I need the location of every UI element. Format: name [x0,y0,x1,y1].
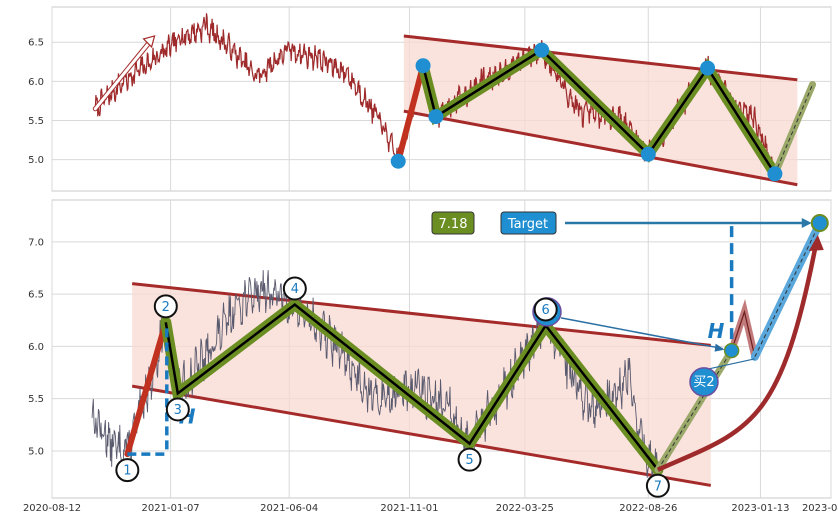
buy2-label: 买2 [693,375,714,390]
swing-path-core [164,303,659,471]
swing-point-dot [428,109,444,125]
trend-arrow-head [142,35,156,49]
swing-number-circle [457,447,482,472]
target-label-box [500,211,557,235]
y-tick-label: 5.0 [28,446,44,457]
swing-point-dot [534,42,550,58]
projection-leg-1-dash [657,350,733,471]
y-tick-label: 6.5 [28,290,44,301]
channel-upper-line [131,282,711,347]
rise-segment [395,62,427,165]
swing-number-label: 4 [291,282,299,297]
x-tick-label: 2021-01-07 [142,503,200,514]
y-tick-label: 7.0 [28,237,44,248]
top-panel: 5.0 5.5 6.0 6.5 [28,6,832,192]
y-tick-label: 6.0 [28,342,44,353]
swing-number-label: 5 [465,453,473,468]
target-point-dot [810,214,829,233]
h-label-right: H [708,319,725,343]
target-value-text: 7.18 [439,217,468,232]
buy2-pointer [703,358,755,371]
target-curve-arrow [656,244,818,472]
swing-number-label: 2 [162,300,170,315]
x-tick-label: 2022-03-25 [496,503,554,514]
y-tick-label: 6.0 [28,77,44,88]
swing-point-dot [700,60,716,76]
swing-point-dot [390,153,406,169]
trend-arrow-body [93,39,153,111]
x-tick-label: 2021-11-01 [380,503,438,514]
target-label-text: Target [507,217,548,232]
swing-number-label: 7 [654,479,662,494]
channel-fill [132,283,711,486]
channel-upper-line [403,34,798,82]
y-tick-label: 6.5 [28,38,44,49]
target-value-box [431,211,475,235]
swing-number-circle [153,294,178,319]
swing-path-core [421,48,776,175]
x-tick-label: 2021-06-04 [260,503,318,514]
swing-number-circle [645,473,670,498]
bottom-panel: 5.0 5.5 6.0 6.5 7.0 2020-08-12 2021-01-07 2021-… [23,199,838,514]
projection-pullback-core [731,309,756,357]
swing-point-dot [767,166,783,182]
x-tick-label: 2022-08-26 [619,503,677,514]
swing-number-circle [533,297,558,322]
target-curve-arrowhead [808,235,824,252]
y-tick-label: 5.0 [28,155,44,166]
x-tick-label: 2020-08-12 [23,503,81,514]
swing-point-dot [415,58,431,74]
channel-lower-line [403,109,798,187]
x-tick-label: 2023-04-11 [802,503,838,514]
swing-number-label: 6 [542,303,550,318]
swing-number-circle [282,276,307,301]
swing-number-circle [115,458,140,483]
buy2-badge [689,367,719,397]
buy1-point-dot [723,342,740,359]
projection-leg-3-dash [754,222,821,358]
rise-segment [124,319,169,458]
target-arrow-head [801,218,812,229]
channel-lower-line [131,384,712,487]
projection-dash [774,84,814,174]
swing-number-label: 1 [123,464,131,479]
buy1-pointer [560,317,723,350]
y-tick-label: 5.5 [28,394,44,405]
buy1-pointer-head [714,343,725,352]
x-tick-label: 2023-01-13 [731,503,789,514]
y-tick-label: 5.5 [28,116,44,127]
swing-number-label: 3 [174,403,182,418]
swing-number-circle [165,397,190,422]
swing-point-dot [640,146,656,162]
